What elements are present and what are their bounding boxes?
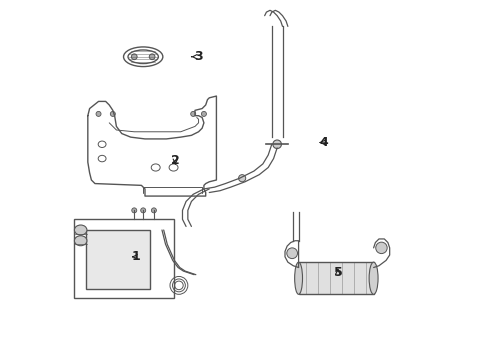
Circle shape bbox=[376, 242, 387, 253]
Text: 3: 3 bbox=[192, 50, 203, 63]
Circle shape bbox=[131, 54, 137, 60]
Text: 2: 2 bbox=[171, 154, 180, 167]
Ellipse shape bbox=[74, 225, 87, 235]
Text: 5: 5 bbox=[334, 266, 342, 279]
Bar bbox=[86, 230, 150, 289]
Text: 4: 4 bbox=[319, 136, 328, 149]
Circle shape bbox=[110, 111, 115, 116]
Circle shape bbox=[239, 175, 245, 182]
Ellipse shape bbox=[369, 262, 378, 294]
Circle shape bbox=[287, 248, 297, 258]
Circle shape bbox=[96, 111, 101, 116]
Bar bbox=[298, 262, 373, 294]
Text: 1: 1 bbox=[132, 250, 141, 263]
Ellipse shape bbox=[74, 236, 87, 246]
Circle shape bbox=[273, 140, 281, 149]
Circle shape bbox=[191, 111, 196, 116]
Circle shape bbox=[149, 54, 155, 60]
Circle shape bbox=[201, 111, 206, 116]
Circle shape bbox=[141, 208, 146, 213]
Bar bbox=[74, 219, 173, 298]
Circle shape bbox=[151, 208, 156, 213]
Ellipse shape bbox=[294, 262, 302, 294]
Circle shape bbox=[132, 208, 137, 213]
